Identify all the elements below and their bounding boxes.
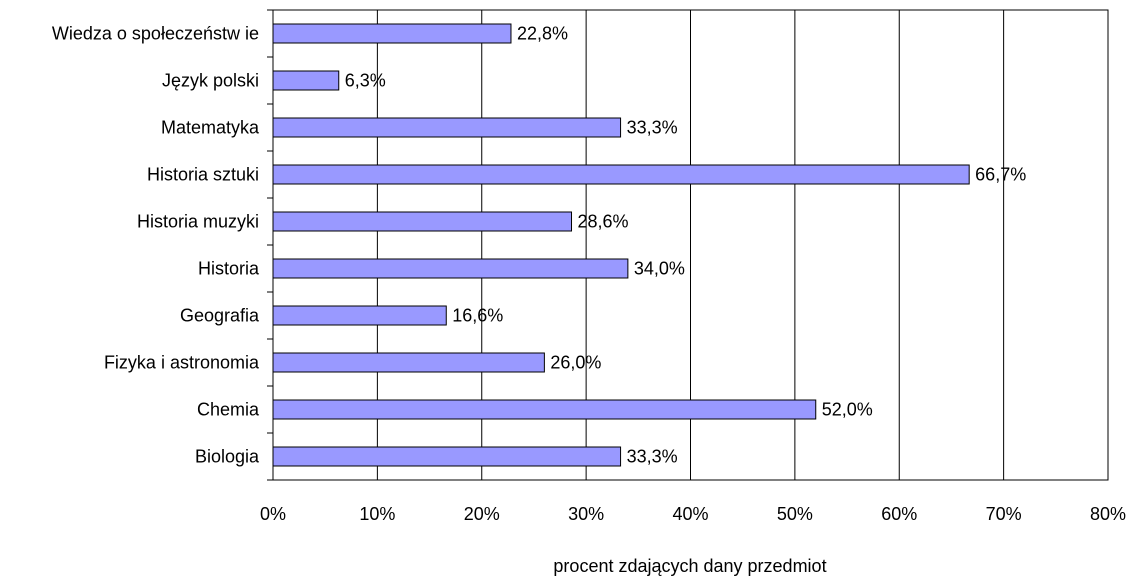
data-label: 33,3% (627, 447, 678, 467)
bar (272, 446, 622, 467)
data-label: 6,3% (345, 71, 386, 91)
bar (272, 305, 447, 326)
data-label: 66,7% (975, 165, 1026, 185)
category-label: Historia (198, 259, 260, 279)
bar (272, 164, 970, 185)
x-tick-label: 0% (260, 504, 286, 524)
bar (272, 211, 573, 232)
data-label: 22,8% (517, 24, 568, 44)
y-axis-tick-labels: Wiedza o społeczeństw ie Język polski Mate… (52, 24, 260, 467)
category-label: Historia sztuki (147, 165, 259, 185)
y-axis-ticks (267, 9, 273, 481)
bar (272, 352, 545, 373)
category-label: Geografia (180, 306, 260, 326)
x-tick-label: 30% (568, 504, 604, 524)
x-tick-label: 10% (359, 504, 395, 524)
x-tick-label: 80% (1090, 504, 1126, 524)
data-label: 26,0% (550, 353, 601, 373)
category-label: Biologia (195, 447, 260, 467)
data-label: 34,0% (634, 259, 685, 279)
bar (272, 399, 817, 420)
gridlines (376, 10, 1005, 480)
data-label: 16,6% (452, 306, 503, 326)
data-labels: 22,8% 6,3% 33,3% 66,7% 28,6% 34,0% 16,6% 26,0% 5… (345, 24, 1026, 467)
bar (272, 23, 512, 44)
x-tick-label: 50% (777, 504, 813, 524)
category-label: Historia muzyki (137, 212, 259, 232)
bar (272, 117, 622, 138)
category-label: Język polski (162, 71, 259, 91)
x-tick-label: 60% (881, 504, 917, 524)
data-label: 52,0% (822, 400, 873, 420)
category-label: Wiedza o społeczeństw ie (52, 24, 259, 44)
data-label: 28,6% (578, 212, 629, 232)
x-axis-tick-labels: 0% 10% 20% 30% 40% 50% 60% 70% 80% (260, 504, 1126, 524)
bars (272, 23, 970, 467)
bar (272, 70, 340, 91)
bar (272, 258, 629, 279)
data-label: 33,3% (627, 118, 678, 138)
x-tick-label: 70% (986, 504, 1022, 524)
x-tick-label: 20% (464, 504, 500, 524)
category-label: Fizyka i astronomia (104, 353, 260, 373)
category-label: Matematyka (161, 118, 260, 138)
x-axis-title: procent zdających dany przedmiot (553, 556, 826, 576)
category-label: Chemia (197, 400, 260, 420)
x-tick-label: 40% (672, 504, 708, 524)
